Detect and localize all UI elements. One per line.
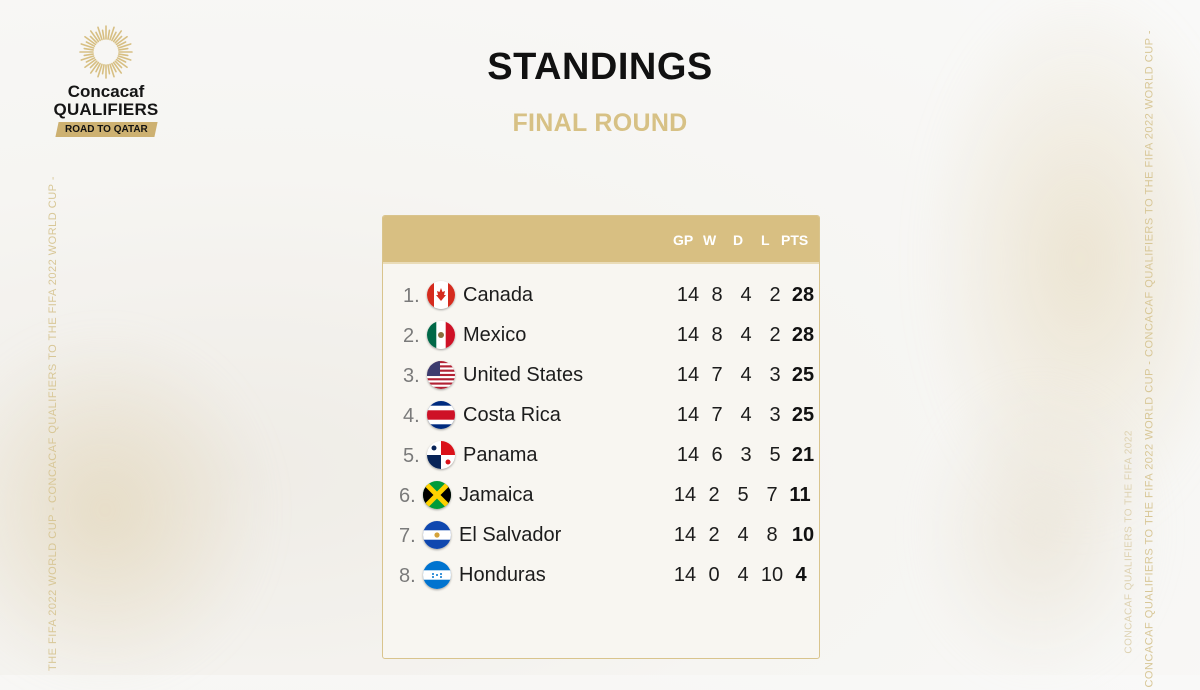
wins: 8 [711,284,723,306]
losses: 10 [760,564,784,586]
wins: 6 [711,444,723,466]
concacaf-logo: Concacaf QUALIFIERS ROAD TO QATAR [48,24,164,137]
logo-qualifiers: QUALIFIERS [53,100,159,119]
column-header-l: L [761,232,770,248]
logo-brand: Concacaf [67,82,145,101]
column-header-pts: PTS [781,232,809,248]
el-salvador-flag-icon [423,521,451,549]
rank: 4. [403,405,420,427]
losses: 3 [769,364,781,386]
points: 28 [791,284,815,306]
draws: 4 [740,404,752,426]
rank: 2. [403,325,420,347]
jamaica-flag-icon [423,481,451,509]
points: 11 [789,484,811,506]
team-name: Mexico [463,324,527,346]
table-row: 6. Jamaica 14 2 5 7 11 [383,476,819,516]
draws: 4 [740,364,752,386]
team-name: Honduras [459,564,546,586]
points: 25 [791,364,815,386]
table-row: 2. Mexico 14 8 4 2 28 [383,316,819,356]
side-text-right-small: CONCACAF QUALIFIERS TO THE FIFA 2022 [1124,430,1135,654]
points: 10 [791,524,815,546]
table-header: GP W D L PTS [383,216,819,264]
sun-emblem-icon [79,25,133,79]
games-played: 14 [676,404,700,426]
wins: 2 [708,484,720,506]
column-header-d: D [733,232,744,248]
points: 28 [791,324,815,346]
costa-rica-flag-icon [427,401,455,429]
points: 21 [791,444,815,466]
canada-flag-icon [427,281,455,309]
losses: 5 [769,444,781,466]
losses: 3 [769,404,781,426]
rank: 7. [399,525,416,547]
team-name: Jamaica [459,484,534,506]
rank: 1. [403,285,420,307]
standings-table: GP W D L PTS 1. Canada 14 8 4 2 28 2. Me… [382,215,820,659]
games-played: 14 [676,444,700,466]
mexico-flag-icon [427,321,455,349]
table-row: 4. Costa Rica 14 7 4 3 25 [383,396,819,436]
draws: 5 [737,484,749,506]
losses: 2 [769,284,781,306]
column-header-gp: GP [673,232,694,248]
team-name: Panama [463,444,538,466]
team-name: Canada [463,284,534,306]
games-played: 14 [676,364,700,386]
rank: 5. [403,445,420,467]
honduras-flag-icon [423,561,451,589]
table-row: 5. Panama 14 6 3 5 21 [383,436,819,476]
rank: 8. [399,565,416,587]
usa-flag-icon [427,361,455,389]
panama-flag-icon [427,441,455,469]
background-wash [0,330,270,690]
page-title: STANDINGS [487,46,713,88]
wins: 8 [711,324,723,346]
rank: 6. [399,485,416,507]
losses: 2 [769,324,781,346]
rank: 3. [403,365,420,387]
draws: 4 [737,564,749,586]
draws: 4 [740,324,752,346]
games-played: 14 [676,324,700,346]
draws: 4 [740,284,752,306]
points: 25 [791,404,815,426]
draws: 3 [740,444,752,466]
page-subtitle: FINAL ROUND [512,109,688,137]
wins: 7 [711,404,723,426]
team-name: Costa Rica [463,404,561,426]
games-played: 14 [673,484,697,506]
background-wash [920,380,1160,680]
losses: 8 [766,524,778,546]
losses: 7 [766,484,778,506]
table-row: 3. United States 14 7 4 3 25 [383,356,819,396]
table-row: 7. El Salvador 14 2 4 8 10 [383,516,819,556]
side-text-left: THE FIFA 2022 WORLD CUP - CONCACAF QUALI… [47,175,59,671]
games-played: 14 [673,564,697,586]
table-row: 1. Canada 14 8 4 2 28 [383,276,819,316]
table-row: 8. Honduras 14 0 4 10 4 [383,556,819,596]
draws: 4 [737,524,749,546]
games-played: 14 [673,524,697,546]
team-name: El Salvador [459,524,562,546]
points: 4 [795,564,807,586]
team-name: United States [463,364,584,386]
column-header-w: W [703,232,717,248]
wins: 2 [708,524,720,546]
wins: 0 [708,564,720,586]
games-played: 14 [676,284,700,306]
wins: 7 [711,364,723,386]
